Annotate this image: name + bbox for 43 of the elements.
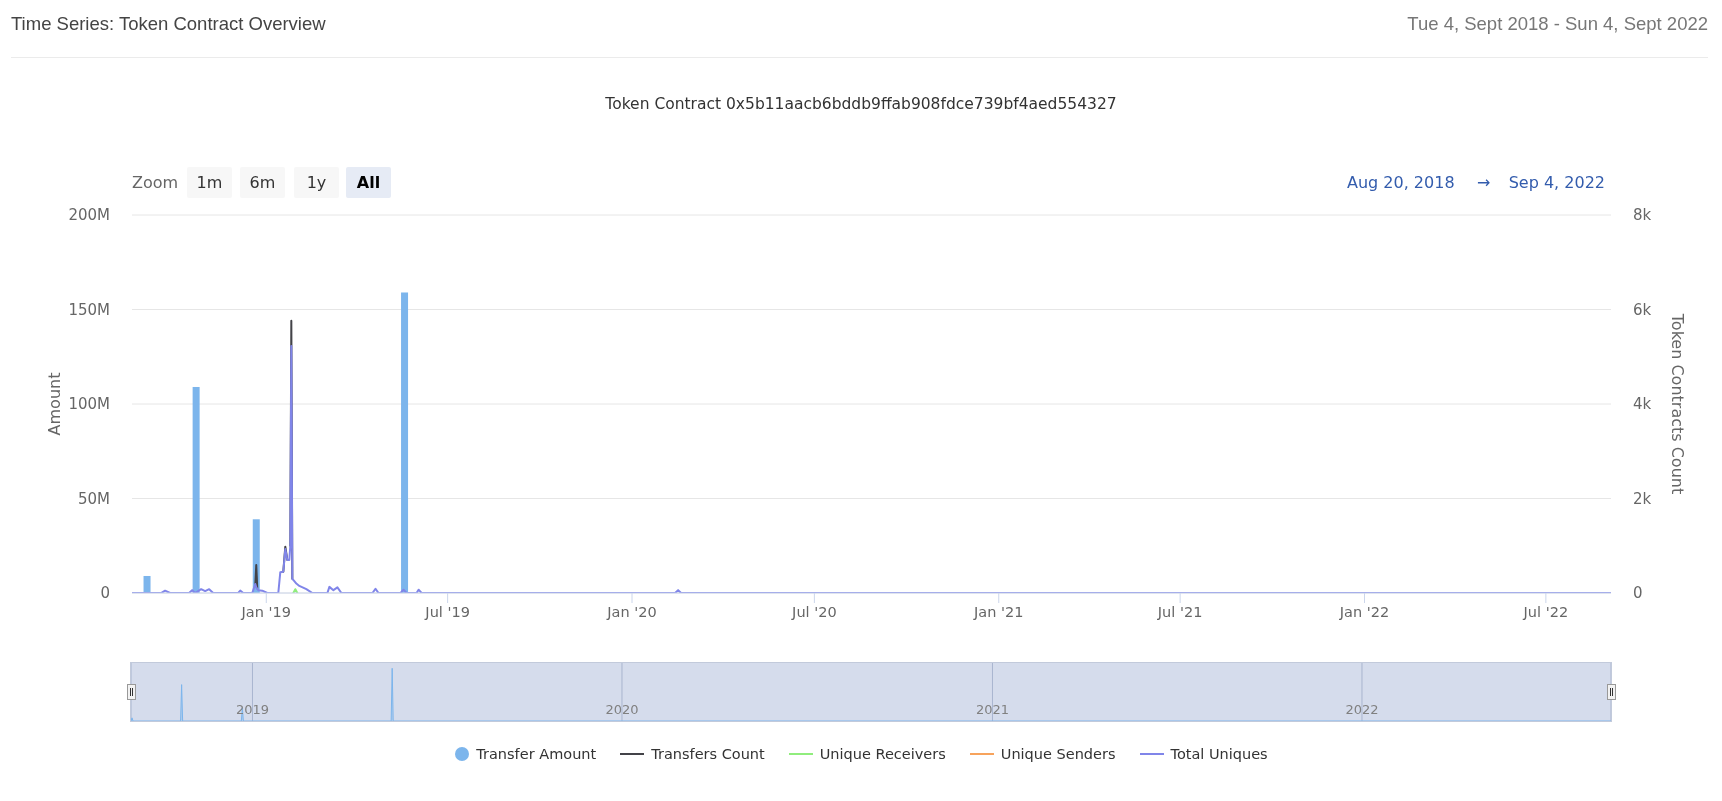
y-tick-label: 50M	[77, 489, 110, 508]
x-tick-label: 2022	[1345, 702, 1379, 717]
x-tick-label: Jan '22	[1338, 604, 1390, 621]
x-tick-label: 2021	[975, 702, 1010, 717]
bar	[143, 575, 151, 593]
x-tick-label: 2019	[235, 702, 270, 717]
y2-tick-label: 6k	[1633, 300, 1652, 319]
x-tick-label: Jul '21	[1156, 604, 1203, 621]
y-tick-label: 0	[100, 584, 110, 603]
legend-label: Unique Senders	[1000, 745, 1116, 764]
x-tick-label: Jul '22	[1522, 604, 1569, 621]
text: Aug 20, 2018	[1347, 172, 1455, 194]
x-tick-label: Jul '20	[791, 604, 837, 621]
x-tick-label: Jan '20	[606, 604, 657, 621]
legend-label: Total Uniques	[1170, 745, 1268, 764]
text: →	[1477, 172, 1491, 194]
x-tick-label: Jan '21	[973, 604, 1024, 621]
x-tick-label: 2020	[605, 702, 639, 717]
text: Sep 4, 2022	[1508, 172, 1605, 194]
legend-label: Transfers Count	[651, 745, 765, 764]
y-axis-title: Amount	[44, 372, 64, 436]
bar	[192, 386, 200, 593]
chart-title: Token Contract 0x5b11aacb6bddb9ffab908fdce739bf4aed554327	[604, 94, 1118, 115]
bar	[401, 292, 409, 593]
legend-label: Unique Receivers	[819, 745, 946, 764]
text: Tue 4, Sept 2018 - Sun 4, Sept 2022	[1407, 13, 1708, 35]
y2-tick-label: 8k	[1633, 206, 1652, 225]
legend-label: Transfer Amount	[476, 745, 597, 764]
y2-axis-title: Token Contracts Count	[1667, 312, 1687, 495]
zoom-button: 1y	[294, 167, 339, 198]
zoom-button: 1m	[187, 167, 232, 198]
zoom-button: 6m	[240, 167, 285, 198]
y-tick-label: 200M	[68, 206, 110, 225]
y2-tick-label: 0	[1633, 584, 1643, 603]
y-tick-label: 150M	[68, 300, 110, 319]
x-tick-label: Jan '19	[240, 604, 291, 621]
y2-tick-label: 4k	[1633, 395, 1652, 414]
zoom-button: All	[346, 167, 391, 198]
y-tick-label: 100M	[68, 395, 110, 414]
x-tick-label: Jul '19	[424, 604, 470, 621]
y2-tick-label: 2k	[1633, 489, 1652, 508]
text: Time Series: Token Contract Overview	[11, 13, 326, 35]
text: Zoom	[132, 172, 179, 194]
